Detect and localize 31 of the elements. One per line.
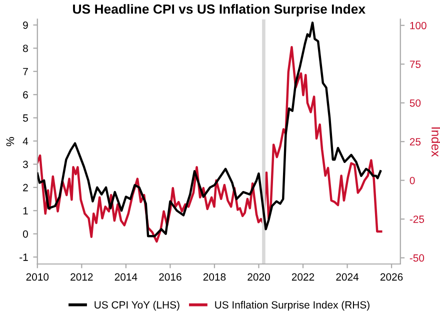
y2-tick-label: -50 bbox=[410, 254, 424, 262]
y2-tick-label: 100 bbox=[410, 22, 426, 30]
y-tick-label: 0 bbox=[22, 230, 28, 238]
x-tick-label: 2026 bbox=[380, 273, 403, 281]
x-tick-label: 2022 bbox=[292, 273, 314, 281]
y-tick-label: 9 bbox=[23, 22, 28, 29]
y-tick-label: 5 bbox=[22, 114, 28, 122]
x-tick-label: 2018 bbox=[203, 273, 226, 281]
y2-tick-label: 50 bbox=[410, 99, 421, 107]
chart-title: US Headline CPI vs US Inflation Surprise Index bbox=[73, 4, 366, 16]
x-tick-label: 2014 bbox=[114, 273, 138, 281]
y-tick-label: 4 bbox=[22, 138, 28, 145]
y2-tick-label: 75 bbox=[410, 60, 421, 68]
y-tick-label: -1 bbox=[20, 254, 28, 261]
legend-label: US Inflation Surprise Index (RHS) bbox=[215, 300, 370, 311]
x-tick-label: 2020 bbox=[248, 273, 270, 281]
x-tick-label: 2016 bbox=[159, 273, 182, 281]
y-axis-title: % bbox=[6, 137, 14, 146]
y-tick-label: 3 bbox=[22, 160, 28, 168]
y-tick-label: 6 bbox=[23, 91, 28, 98]
y2-tick-label: 25 bbox=[410, 138, 421, 146]
y-tick-label: 8 bbox=[23, 44, 28, 52]
y2-tick-label: 0 bbox=[410, 176, 415, 184]
y-tick-label: 7 bbox=[23, 68, 28, 76]
x-tick-label: 2024 bbox=[336, 273, 359, 281]
y2-tick-label: -25 bbox=[410, 216, 424, 223]
y-tick-label: 2 bbox=[23, 184, 28, 192]
x-tick-label: 2010 bbox=[26, 273, 49, 281]
y-tick-label: 1 bbox=[23, 207, 28, 214]
legend-label: US CPI YoY (LHS) bbox=[94, 300, 180, 311]
x-tick-label: 2012 bbox=[70, 273, 93, 281]
